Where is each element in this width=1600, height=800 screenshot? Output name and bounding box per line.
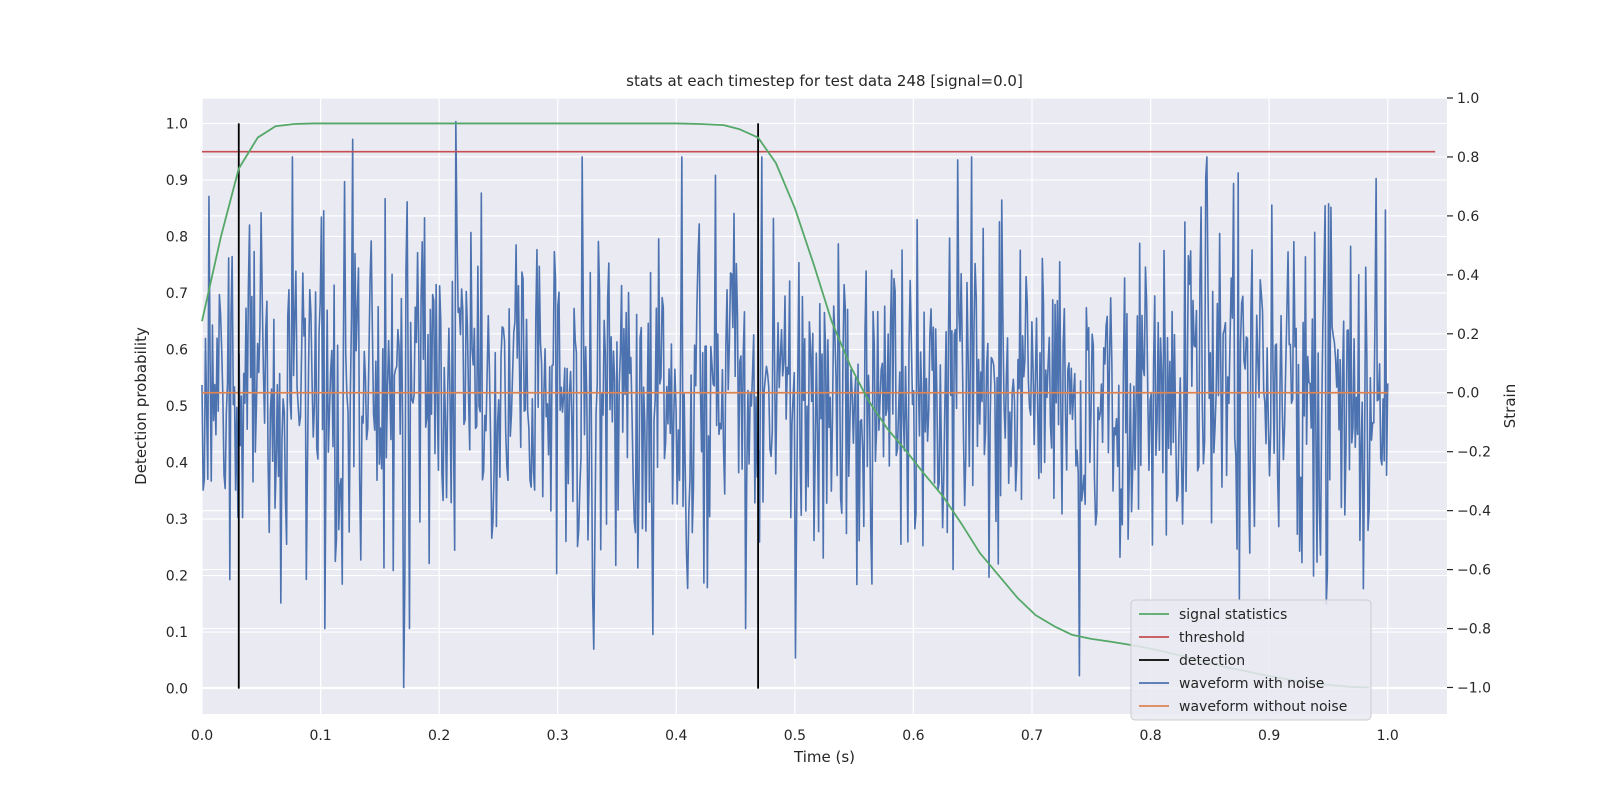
- legend: signal statistics threshold detection wavef…: [1130, 599, 1372, 721]
- y2-tick-label: −0.8: [1457, 622, 1491, 638]
- y-tick-label: 0.3: [166, 512, 188, 528]
- y2-axis-label: Strain: [1501, 384, 1519, 428]
- series-waveform-with-noise: [201, 120, 1389, 689]
- y-tick-label: 0.1: [166, 625, 188, 641]
- y-tick-label: 0.9: [166, 173, 188, 189]
- y2-tick-label: −0.4: [1457, 504, 1491, 520]
- legend-label: detection: [1179, 653, 1245, 669]
- chart-title: stats at each timestep for test data 248…: [626, 72, 1023, 90]
- x-tick-label: 0.6: [902, 728, 924, 744]
- x-tick-label: 0.2: [428, 728, 450, 744]
- x-tick-label: 0.5: [784, 728, 806, 744]
- y2-tick-label: −0.2: [1457, 445, 1491, 461]
- legend-label: waveform without noise: [1179, 699, 1347, 715]
- x-tick-label: 0.0: [191, 728, 213, 744]
- y2-tick-label: 0.2: [1457, 327, 1479, 343]
- y-tick-label: 0.8: [166, 229, 188, 245]
- axis-ticks: 0.0 0.1 0.2 0.3 0.4 0.5 0.6 0.7 0.8 0.9 1.0 0.0 0.1 0…: [166, 91, 1491, 744]
- y2-tick-label: 0.4: [1457, 268, 1479, 284]
- legend-label: threshold: [1179, 630, 1245, 646]
- y-tick-label: 0.2: [166, 569, 188, 585]
- y2-tick-label: 0.6: [1457, 209, 1479, 225]
- y-tick-label: 0.7: [166, 286, 188, 302]
- x-tick-label: 0.8: [1139, 728, 1161, 744]
- y2-tick-label: 0.0: [1457, 386, 1479, 402]
- legend-label: signal statistics: [1179, 607, 1287, 623]
- x-tick-label: 0.3: [547, 728, 569, 744]
- y-tick-label: 0.6: [166, 342, 188, 358]
- legend-label: waveform with noise: [1179, 676, 1324, 692]
- y-tick-label: 1.0: [166, 116, 188, 132]
- series-lines: [201, 120, 1436, 689]
- y-axis-label: Detection probability: [132, 327, 150, 485]
- y2-tick-label: −1.0: [1457, 680, 1491, 696]
- x-tick-label: 0.1: [309, 728, 331, 744]
- y2-tick-label: 0.8: [1457, 150, 1479, 166]
- x-tick-label: 0.7: [1021, 728, 1043, 744]
- x-tick-label: 1.0: [1377, 728, 1399, 744]
- y-tick-label: 0.0: [166, 682, 188, 698]
- y2-tick-label: −0.6: [1457, 563, 1491, 579]
- x-axis-label: Time (s): [793, 748, 855, 766]
- x-tick-label: 0.4: [665, 728, 687, 744]
- y2-tick-label: 1.0: [1457, 91, 1479, 107]
- x-tick-label: 0.9: [1258, 728, 1280, 744]
- y-tick-label: 0.5: [166, 399, 188, 415]
- y-tick-label: 0.4: [166, 456, 188, 472]
- legend-box: [1130, 599, 1372, 721]
